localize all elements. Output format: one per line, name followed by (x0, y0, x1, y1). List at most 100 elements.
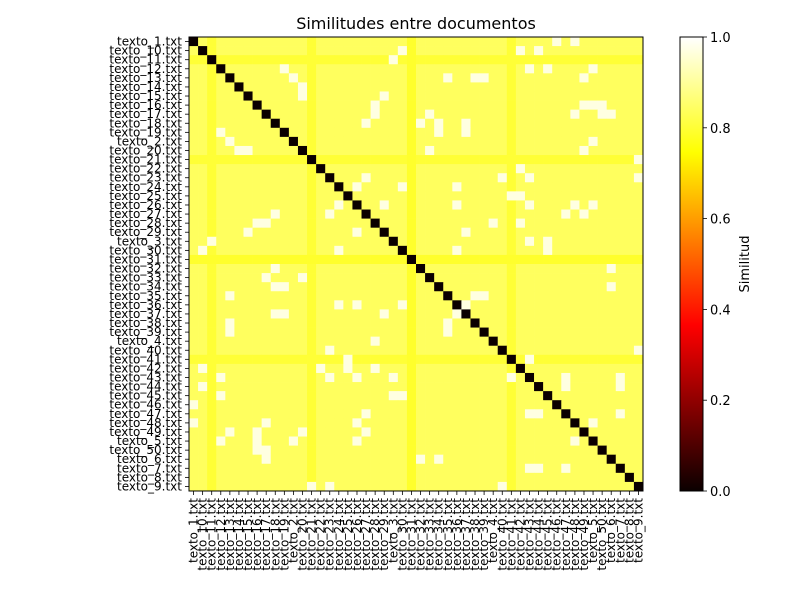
heatmap-cell (243, 227, 253, 238)
heatmap-cell (297, 463, 308, 474)
heatmap-cell (216, 354, 226, 365)
heatmap-cell (288, 436, 299, 446)
heatmap-cell (234, 46, 244, 56)
heatmap-cell (325, 327, 335, 337)
heatmap-cell (397, 109, 408, 120)
heatmap-cell (570, 127, 580, 138)
heatmap-cell (497, 127, 508, 138)
heatmap-cell (279, 391, 290, 401)
heatmap-cell (343, 82, 353, 92)
heatmap-cell (225, 100, 235, 110)
y-tick-label: texto_38.txt (109, 316, 182, 330)
heatmap-cell (561, 245, 571, 256)
heatmap-cell (388, 254, 399, 265)
heatmap-cell (270, 354, 281, 365)
heatmap-cell (334, 145, 344, 156)
heatmap-cell (379, 418, 390, 428)
heatmap-cell (270, 73, 281, 83)
heatmap-cell (225, 481, 235, 492)
heatmap-cell (379, 227, 390, 238)
heatmap-cell (615, 382, 626, 392)
heatmap-cell (461, 372, 471, 383)
heatmap-cell (207, 264, 217, 274)
heatmap-cell (543, 209, 553, 219)
heatmap-cell (379, 445, 390, 456)
heatmap-cell (397, 245, 408, 256)
heatmap-cell (189, 264, 199, 274)
heatmap-cell (361, 218, 371, 229)
heatmap-cell (434, 409, 444, 419)
heatmap-cell (434, 64, 444, 74)
heatmap-cell (443, 200, 453, 210)
heatmap-cell (334, 236, 344, 247)
heatmap-cell (552, 391, 562, 401)
heatmap-cell (252, 82, 262, 92)
heatmap-cell (588, 363, 598, 374)
heatmap-cell (216, 481, 226, 492)
x-tick-label: texto_16.txt (250, 498, 264, 571)
heatmap-cell (425, 82, 435, 92)
heatmap-cell (515, 46, 526, 56)
heatmap-cell (461, 91, 471, 101)
heatmap-cell (515, 82, 526, 92)
heatmap-cell (379, 391, 390, 401)
heatmap-cell (352, 182, 362, 192)
heatmap-cell (597, 391, 608, 401)
heatmap-cell (343, 64, 353, 74)
heatmap-cell (588, 264, 598, 274)
heatmap-cell (316, 427, 326, 437)
heatmap-cell (543, 318, 553, 328)
heatmap-cell (534, 136, 544, 147)
heatmap-cell (343, 273, 353, 283)
heatmap-cell (252, 37, 262, 47)
heatmap-cell (334, 136, 344, 147)
heatmap-cell (370, 145, 381, 156)
heatmap-cell (506, 391, 517, 401)
heatmap-cell (207, 291, 217, 301)
y-tick-label: texto_30.txt (109, 243, 182, 257)
heatmap-cell (606, 227, 617, 238)
heatmap-cell (252, 191, 262, 201)
heatmap-cell (443, 55, 453, 65)
heatmap-cell (524, 209, 535, 219)
y-tick-label: texto_46.txt (109, 398, 182, 412)
x-tick-label: texto_49.txt (577, 498, 591, 571)
heatmap-cell (388, 109, 399, 120)
heatmap-cell (534, 327, 544, 337)
heatmap-cell (624, 318, 635, 328)
heatmap-cell (379, 245, 390, 256)
heatmap-cell (207, 218, 217, 229)
heatmap-cell (207, 427, 217, 437)
heatmap-cell (488, 145, 499, 156)
heatmap-cell (588, 127, 598, 138)
heatmap-cell (524, 273, 535, 283)
heatmap-cell (261, 318, 272, 328)
heatmap-cell (252, 264, 262, 274)
heatmap-cell (624, 91, 635, 101)
heatmap-cell (279, 427, 290, 437)
heatmap-cell (334, 218, 344, 229)
y-tick-label: texto_20.txt (109, 144, 182, 158)
heatmap-cell (633, 382, 644, 392)
heatmap-cell (633, 336, 644, 347)
heatmap-cell (597, 46, 608, 56)
heatmap-cell (297, 127, 308, 138)
colorbar-tick-label: 0.8 (710, 122, 731, 137)
heatmap-cell (379, 209, 390, 219)
heatmap-cell (297, 145, 308, 156)
heatmap-cell (379, 200, 390, 210)
heatmap-cell (570, 245, 580, 256)
heatmap-cell (597, 209, 608, 219)
heatmap-cell (633, 91, 644, 101)
heatmap-cell (379, 436, 390, 446)
heatmap-cell (198, 82, 208, 92)
heatmap-cell (234, 245, 244, 256)
heatmap-cell (470, 291, 480, 301)
heatmap-cell (461, 463, 471, 474)
heatmap-cell (198, 145, 208, 156)
heatmap-cell (534, 100, 544, 110)
heatmap-cell (189, 55, 199, 65)
heatmap-cell (561, 372, 571, 383)
heatmap-cell (270, 418, 281, 428)
heatmap-cell (316, 82, 326, 92)
